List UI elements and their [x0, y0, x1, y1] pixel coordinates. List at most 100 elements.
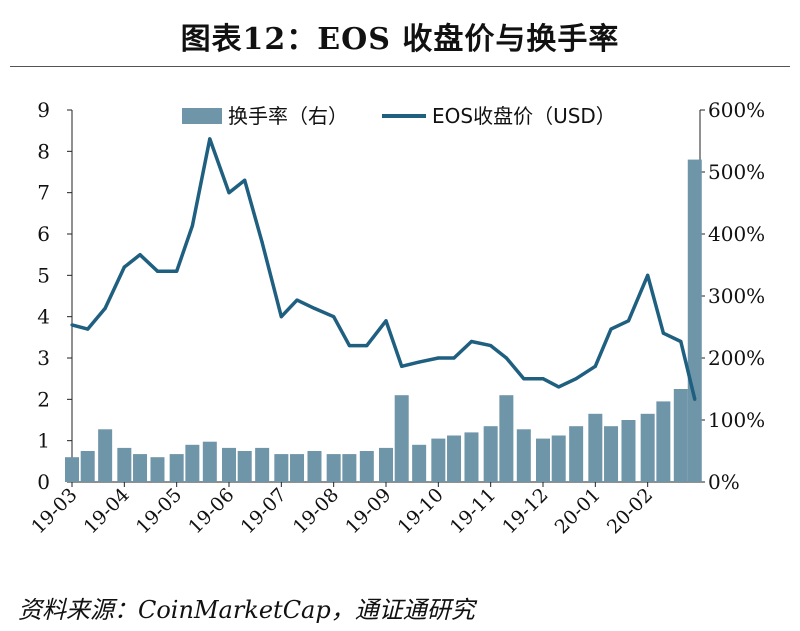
x-tick-label: 20-02 [603, 484, 657, 538]
turnover-bar [499, 395, 514, 482]
left-tick-label: 9 [37, 98, 50, 122]
price-point [279, 315, 283, 319]
price-point [646, 273, 650, 277]
price-point [175, 269, 179, 273]
turnover-bar [483, 426, 498, 482]
price-point [227, 191, 231, 195]
price-point [103, 306, 107, 310]
turnover-bar [359, 451, 374, 482]
left-tick-label: 0 [37, 470, 50, 494]
price-point [522, 377, 526, 381]
x-tick-label: 19-10 [394, 484, 448, 538]
price-point [86, 327, 90, 331]
left-tick-label: 7 [37, 181, 50, 205]
legend: 换手率（右） EOS收盘价（USD） [182, 104, 616, 128]
price-point [260, 240, 264, 244]
turnover-bar [516, 429, 531, 482]
x-tick-label: 19-07 [237, 484, 291, 538]
legend-bar-swatch [182, 108, 222, 124]
price-point [70, 323, 74, 327]
price-point [661, 331, 665, 335]
turnover-bar [290, 454, 305, 482]
turnover-bar [621, 420, 636, 482]
x-tick-label: 19-11 [446, 484, 500, 538]
price-point [122, 265, 126, 269]
price-point [138, 253, 142, 257]
price-point [347, 344, 351, 348]
price-point [557, 385, 561, 389]
x-tick-label: 19-09 [341, 484, 395, 538]
x-tick-label: 19-05 [132, 484, 186, 538]
price-line-group [70, 137, 697, 401]
turnover-bar [431, 438, 446, 482]
price-point [593, 364, 597, 368]
source-note: 资料来源：CoinMarketCap，通证通研究 [18, 596, 475, 624]
x-tick-label: 19-03 [27, 484, 81, 538]
turnover-bar [551, 435, 566, 482]
turnover-bar [640, 413, 655, 482]
price-point [693, 397, 697, 401]
title-rule [10, 66, 790, 67]
left-tick-label: 4 [37, 305, 50, 329]
turnover-bar [412, 444, 427, 482]
turnover-bar [98, 429, 113, 482]
right-tick-label: 500% [708, 160, 765, 184]
left-tick-label: 3 [37, 346, 50, 370]
turnover-bar [65, 457, 79, 482]
x-tick-label: 19-06 [184, 484, 238, 538]
chart-title: 图表12：EOS 收盘价与换手率 [180, 22, 620, 57]
turnover-bar [394, 395, 409, 482]
price-point [155, 269, 160, 273]
price-point [365, 344, 369, 348]
turnover-bar [569, 426, 584, 482]
right-tick-label: 600% [708, 98, 765, 122]
legend-line-label: EOS收盘价（USD） [432, 104, 616, 128]
turnover-bar [326, 454, 341, 482]
price-point [489, 344, 493, 348]
x-tick-label: 19-08 [289, 484, 343, 538]
turnover-bar [447, 435, 462, 482]
turnover-bar [202, 441, 217, 482]
turnover-bar [687, 159, 702, 482]
right-tick-label: 400% [708, 222, 765, 246]
price-point [626, 319, 631, 323]
price-point [679, 339, 683, 344]
turnover-bar [307, 451, 322, 482]
price-point [436, 356, 440, 360]
price-point [541, 377, 545, 381]
price-point [609, 327, 613, 331]
turnover-bar [673, 389, 688, 482]
turnover-bar [150, 457, 165, 482]
price-point [469, 339, 474, 344]
price-line [71, 137, 697, 400]
right-tick-label: 100% [708, 408, 765, 432]
left-tick-label: 6 [37, 222, 50, 246]
turnover-bar [133, 454, 148, 482]
right-tick-label: 0% [708, 470, 740, 494]
left-tick-label: 1 [37, 429, 50, 453]
price-point [208, 137, 212, 141]
left-tick-label: 2 [37, 387, 50, 411]
turnover-bar [169, 454, 184, 482]
turnover-bar [274, 454, 289, 482]
x-tick-label: 19-04 [80, 484, 134, 538]
left-tick-label: 5 [37, 263, 50, 287]
turnover-bar [117, 447, 132, 482]
turnover-bar [342, 454, 357, 482]
turnover-bar [588, 413, 603, 482]
chart: 0 1 2 3 4 5 6 7 8 9 0% 100% 200% 300% 400% 500% 600% 19-0… [27, 98, 765, 538]
turnover-bar [656, 401, 671, 482]
turnover-bar [185, 444, 200, 482]
x-tick-label: 19-12 [498, 484, 552, 538]
turnover-bar [464, 432, 479, 482]
turnover-bar [222, 447, 236, 482]
price-point [190, 224, 194, 228]
price-point [295, 298, 299, 302]
turnover-bar [80, 451, 95, 482]
price-point [400, 364, 404, 368]
turnover-bar [379, 447, 393, 482]
turnover-bars [65, 159, 702, 482]
right-tick-label: 300% [708, 284, 765, 308]
price-point [452, 356, 456, 360]
price-point [312, 306, 317, 310]
